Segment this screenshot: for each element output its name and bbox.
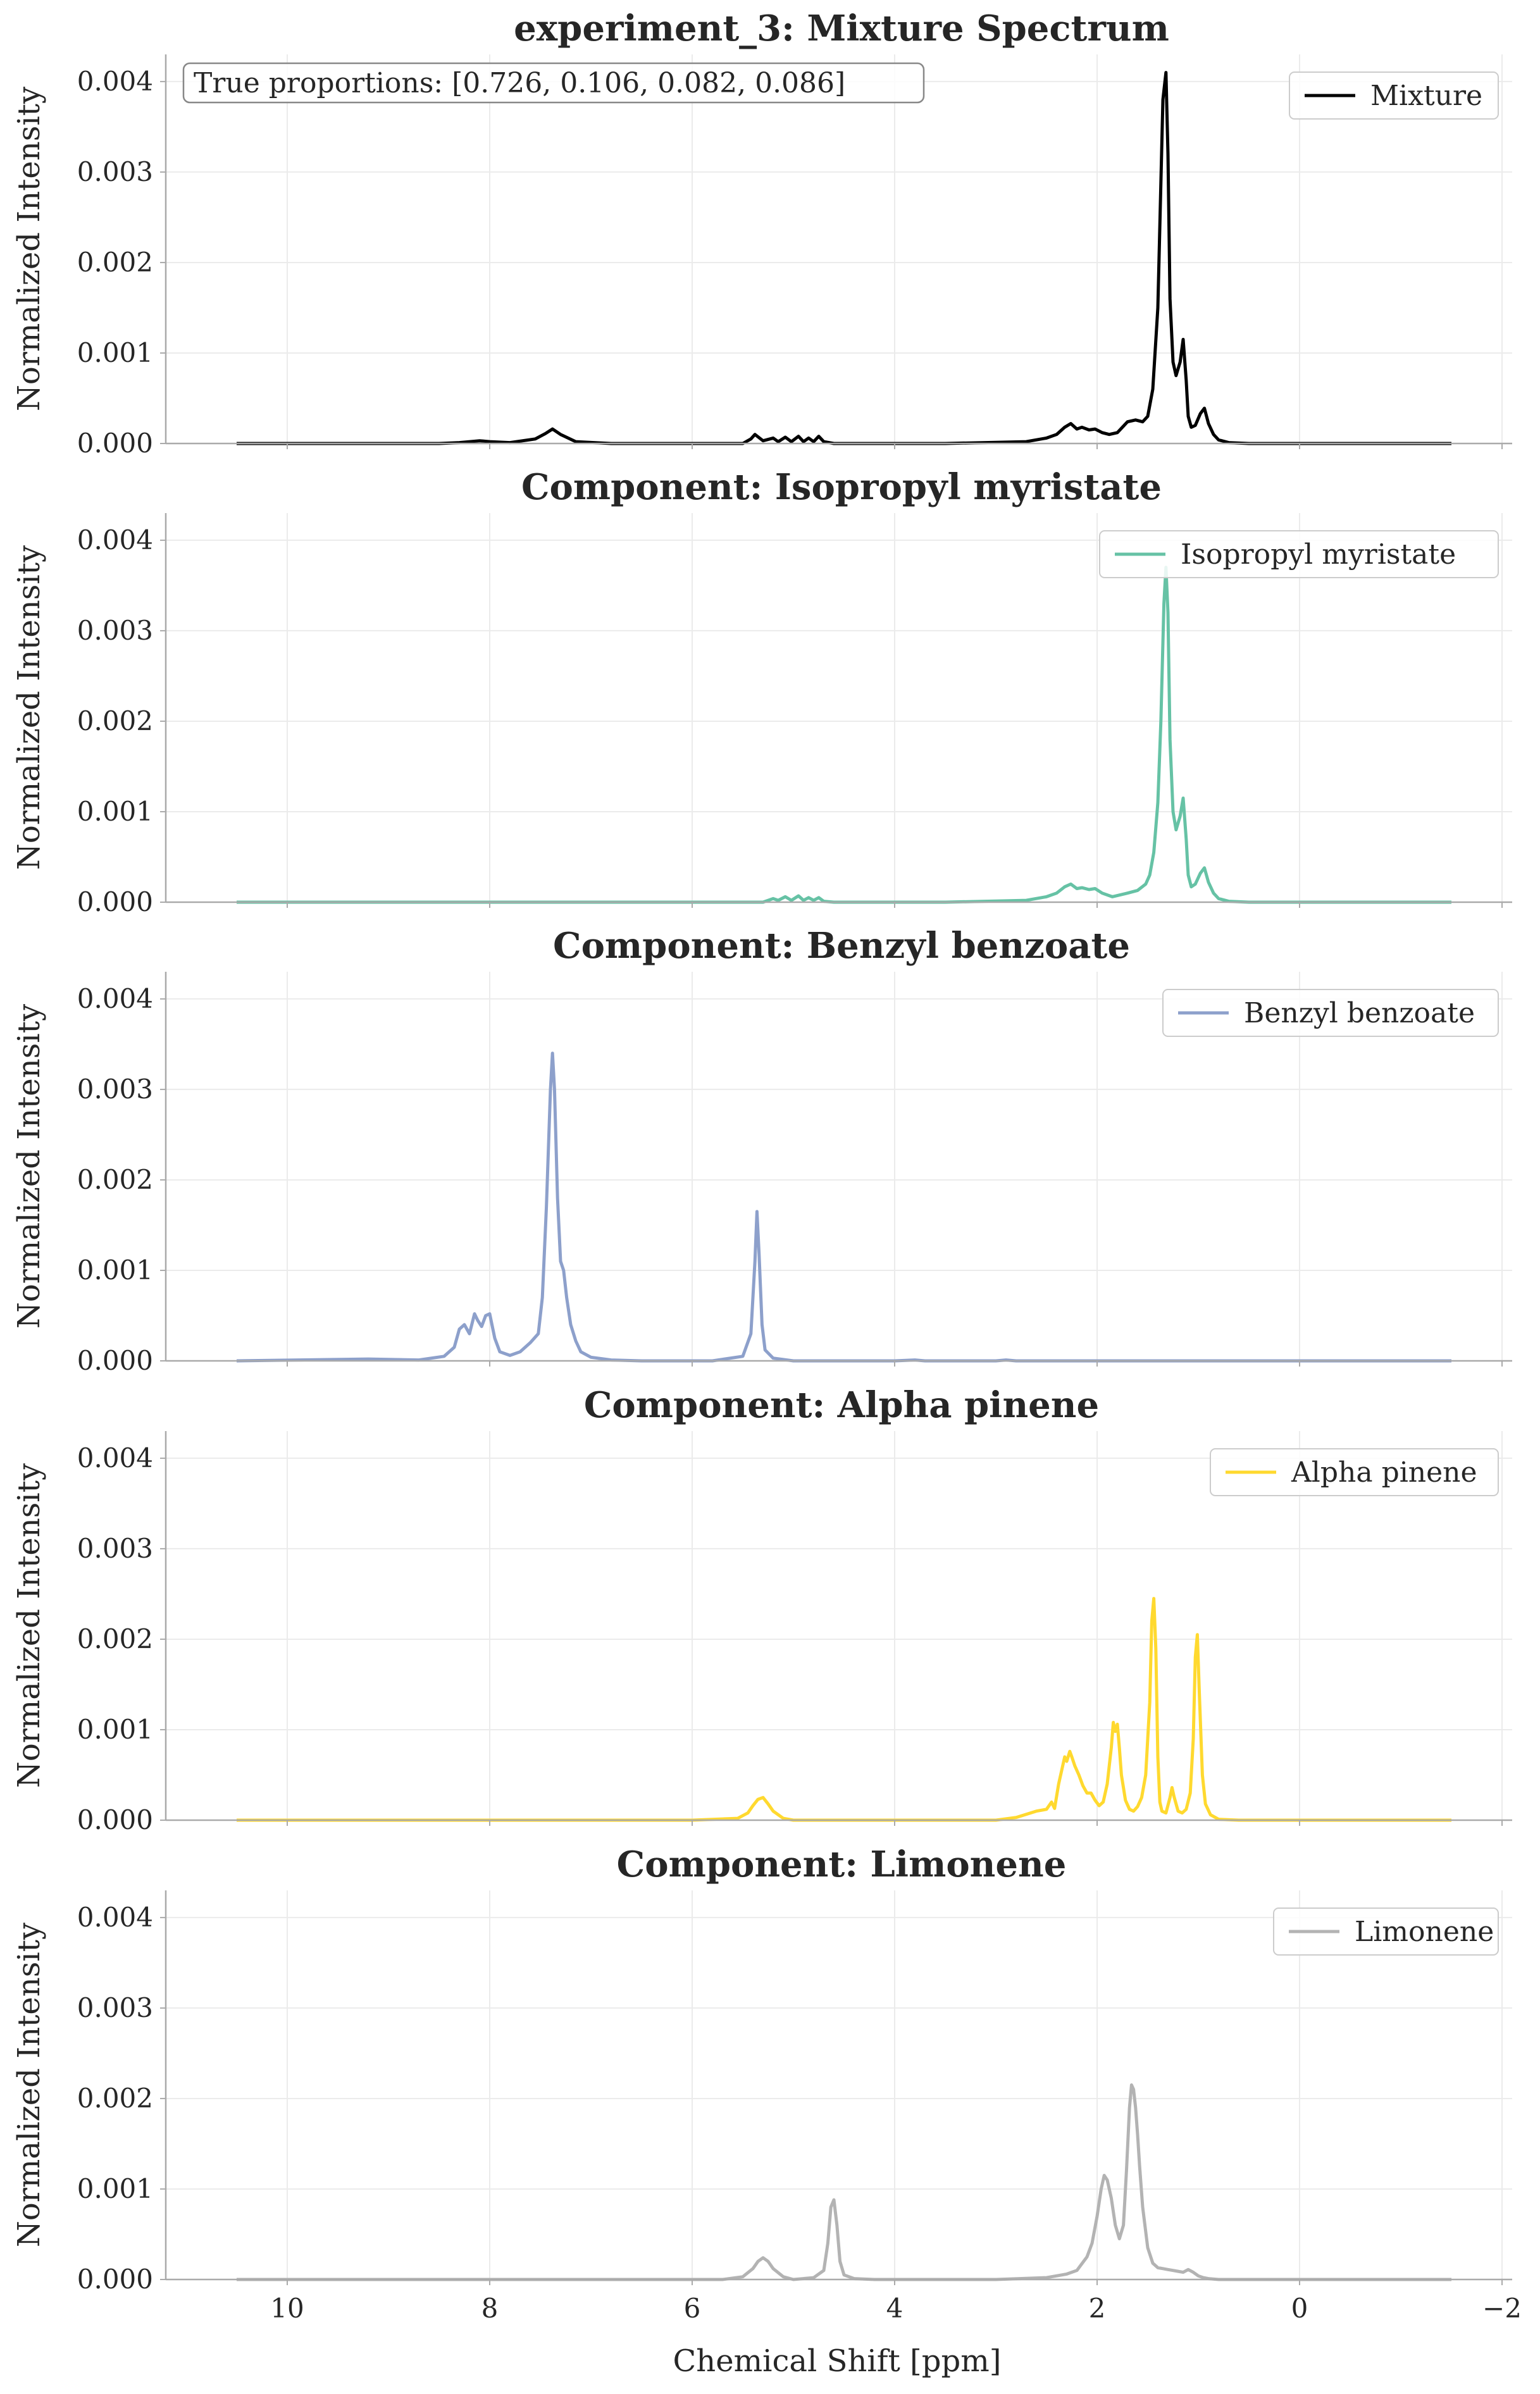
x-tick-label: 0 (1291, 2293, 1308, 2324)
legend-entry: Alpha pinene (1291, 1456, 1477, 1489)
legend: Mixture (1289, 71, 1499, 120)
series-line-mixture (237, 71, 1451, 445)
panel-1: 0.000 0.001 0.002 0.003 0.004 experiment_3: M… (11, 8, 1512, 459)
y-tick-label: 0.004 (77, 524, 153, 555)
legend: Isopropyl myristate (1099, 530, 1499, 578)
y-tick-label: 0.002 (77, 1164, 153, 1195)
legend-box (1099, 530, 1499, 578)
x-axis-tick-labels: 10 8 6 4 2 0 −2 (270, 2293, 1522, 2324)
y-tick-label: 0.003 (77, 615, 153, 646)
y-tick-label: 0.004 (77, 1442, 153, 1473)
y-tick-label: 0.000 (77, 428, 153, 459)
x-tick-label: 6 (684, 2293, 701, 2324)
annotation-text: True proportions: [0.726, 0.106, 0.082, … (194, 67, 845, 99)
x-tick-label: −2 (1482, 2293, 1522, 2324)
y-axis-label: Normalized Intensity (11, 545, 47, 870)
y-axis-label: Normalized Intensity (11, 1923, 47, 2247)
series-line-isopropyl-myristate (237, 566, 1451, 904)
y-tick-label: 0.002 (77, 247, 153, 278)
y-tick-label: 0.001 (77, 2173, 153, 2204)
legend-box (1210, 1448, 1499, 1496)
legend-box (1162, 989, 1499, 1037)
y-tick-label: 0.001 (77, 796, 153, 827)
x-tick-label: 10 (270, 2293, 304, 2324)
legend-box (1289, 71, 1499, 120)
panel-3: 0.000 0.001 0.002 0.003 0.004 Component: Benz… (11, 925, 1512, 1376)
y-tick-label: 0.004 (77, 66, 153, 97)
series-line-limonene (237, 2083, 1451, 2281)
annotation-box (182, 62, 925, 104)
y-tick-label: 0.004 (77, 983, 153, 1014)
x-tick-label: 4 (886, 2293, 904, 2324)
y-tick-label: 0.002 (77, 2083, 153, 2114)
y-tick-label: 0.000 (77, 1345, 153, 1376)
panel-4: 0.000 0.001 0.002 0.003 0.004 Component: Alph… (11, 1384, 1512, 1835)
panel-2: 0.000 0.001 0.002 0.003 0.004 Component: Isop… (11, 466, 1512, 917)
panel-title: experiment_3: Mixture Spectrum (514, 8, 1169, 49)
legend-box (1273, 1907, 1499, 1956)
y-axis-label: Normalized Intensity (11, 1463, 47, 1788)
legend-entry: Mixture (1370, 80, 1482, 112)
y-tick-label: 0.003 (77, 1074, 153, 1105)
panel-title: Component: Limonene (617, 1844, 1067, 1885)
y-axis-label: Normalized Intensity (11, 87, 47, 411)
legend-entry: Isopropyl myristate (1181, 538, 1456, 571)
panel-5: 0.000 0.001 0.002 0.003 0.004 Component: Limo… (11, 1844, 1512, 2295)
y-tick-label: 0.000 (77, 886, 153, 917)
y-axis-label: Normalized Intensity (11, 1004, 47, 1329)
panel-title: Component: Isopropyl myristate (521, 466, 1162, 508)
legend-entry: Limonene (1355, 1916, 1494, 1948)
panel-title: Component: Alpha pinene (584, 1384, 1099, 1426)
x-tick-label: 2 (1089, 2293, 1106, 2324)
series-line-alpha-pinene (237, 1597, 1451, 1822)
y-tick-label: 0.000 (77, 1804, 153, 1835)
y-tick-label: 0.004 (77, 1902, 153, 1933)
legend: Alpha pinene (1210, 1448, 1499, 1496)
y-tick-label: 0.003 (77, 1533, 153, 1564)
proportions-annotation: True proportions: [0.726, 0.106, 0.082, … (182, 62, 925, 104)
y-tick-label: 0.000 (77, 2264, 153, 2295)
y-tick-label: 0.001 (77, 1714, 153, 1745)
y-tick-label: 0.001 (77, 1255, 153, 1286)
x-tick-label: 8 (481, 2293, 499, 2324)
y-tick-label: 0.003 (77, 156, 153, 187)
y-tick-label: 0.002 (77, 1623, 153, 1654)
y-tick-label: 0.003 (77, 1992, 153, 2023)
legend: Benzyl benzoate (1162, 989, 1499, 1037)
series-line-benzyl-benzoate (236, 1051, 1451, 1363)
legend: Limonene (1273, 1907, 1499, 1956)
x-axis-label: Chemical Shift [ppm] (673, 2343, 1002, 2379)
y-tick-label: 0.001 (77, 337, 153, 368)
panel-title: Component: Benzyl benzoate (553, 925, 1130, 967)
y-tick-label: 0.002 (77, 705, 153, 736)
legend-entry: Benzyl benzoate (1244, 997, 1475, 1029)
